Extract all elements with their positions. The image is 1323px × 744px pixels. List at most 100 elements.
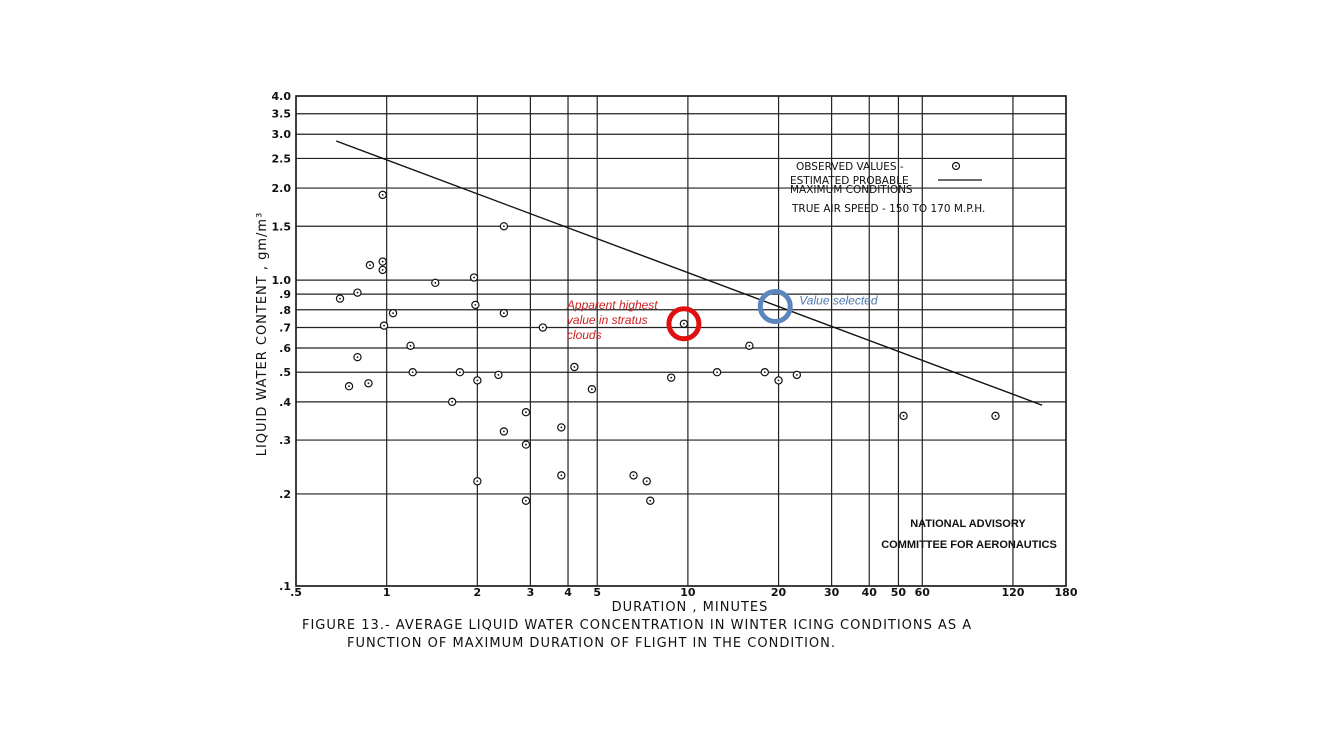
annotation-red-text: value in stratus xyxy=(567,313,648,327)
estimated-line-layer xyxy=(335,140,1043,406)
observed-point-dot xyxy=(451,400,454,403)
observed-point xyxy=(521,496,531,505)
observed-point xyxy=(379,321,389,330)
observed-point xyxy=(521,408,531,417)
y-tick-label: .8 xyxy=(279,304,291,317)
observed-point-dot xyxy=(383,324,385,327)
observed-point xyxy=(494,370,503,380)
observed-point-dot xyxy=(339,297,341,300)
x-tick-label: 1 xyxy=(383,586,391,599)
observed-point-dot xyxy=(392,312,394,315)
y-tick-label: .1 xyxy=(279,580,291,593)
observed-point-dot xyxy=(409,344,412,347)
observed-point-dot xyxy=(411,371,414,374)
observed-point-dot xyxy=(525,499,527,502)
observed-point xyxy=(629,471,638,480)
observed-point xyxy=(353,352,362,362)
observed-point xyxy=(469,273,479,282)
observed-point-dot xyxy=(476,480,479,483)
estimated-max-line xyxy=(335,140,1043,406)
observed-point-dot xyxy=(381,269,384,271)
observed-point-dot xyxy=(525,443,527,446)
observed-point xyxy=(378,190,387,200)
observed-point-dot xyxy=(632,474,635,477)
observed-point xyxy=(344,382,354,391)
observed-point xyxy=(521,440,531,449)
observed-point-dot xyxy=(560,474,563,477)
observed-point xyxy=(378,265,387,275)
observed-point-dot xyxy=(473,276,475,279)
observed-point-dot xyxy=(716,371,718,374)
legend-air-speed: TRUE AIR SPEED - 150 TO 170 M.P.H. xyxy=(791,203,985,215)
observed-point xyxy=(455,368,465,377)
observed-point xyxy=(538,323,548,332)
legend-estimated-label-1: ESTIMATED PROBABLE xyxy=(790,175,909,187)
observed-point xyxy=(473,376,482,385)
observed-point xyxy=(557,471,566,480)
legend-observed-label: OBSERVED VALUES - xyxy=(796,161,904,173)
observed-point xyxy=(557,423,566,432)
observed-point xyxy=(388,308,398,318)
observed-point xyxy=(774,376,783,385)
naca-credit-line2: COMMITTEE FOR AERONAUTICS xyxy=(881,539,1057,551)
observed-point-dot xyxy=(367,382,370,385)
observed-point xyxy=(899,411,908,421)
y-tick-label: 4.0 xyxy=(272,90,292,103)
x-tick-label: 2 xyxy=(474,586,482,599)
observed-point-dot xyxy=(458,371,461,374)
observed-point xyxy=(499,308,509,318)
observed-point-dot xyxy=(748,344,751,347)
y-tick-label: .6 xyxy=(279,342,291,355)
x-tick-label: 180 xyxy=(1055,586,1078,599)
y-axis-title: LIQUID WATER CONTENT , gm/m³ xyxy=(255,212,270,457)
observed-point xyxy=(408,368,417,377)
observed-point xyxy=(365,260,375,270)
x-tick-label: .5 xyxy=(290,586,302,599)
figure-caption-line1: FIGURE 13.- AVERAGE LIQUID WATER CONCENT… xyxy=(302,618,973,633)
observed-points-layer xyxy=(335,190,1000,505)
naca-credit-line1: NATIONAL ADVISORY xyxy=(910,518,1026,530)
x-tick-label: 40 xyxy=(862,586,878,599)
observed-point xyxy=(378,257,387,266)
observed-point xyxy=(646,496,655,505)
observed-point xyxy=(431,278,440,288)
observed-point-dot xyxy=(525,411,527,414)
legend-observed-marker xyxy=(951,161,961,171)
x-tick-label: 20 xyxy=(771,586,787,599)
x-tick-label: 5 xyxy=(593,586,601,599)
observed-point-dot xyxy=(369,264,371,266)
observed-point-dot xyxy=(560,426,563,429)
x-tick-label: 30 xyxy=(824,586,840,599)
y-tick-label: .2 xyxy=(279,488,291,501)
observed-point-dot xyxy=(777,379,780,382)
observed-point xyxy=(447,397,457,407)
observed-point xyxy=(335,294,345,303)
y-tick-label: .3 xyxy=(279,434,291,447)
observed-point xyxy=(642,477,651,486)
observed-point-dot xyxy=(502,312,505,315)
observed-point-dot xyxy=(474,303,477,306)
y-tick-label: 1.5 xyxy=(272,220,292,233)
observed-point-dot xyxy=(590,388,593,391)
legend-observed-marker-dot xyxy=(955,165,957,167)
observed-point xyxy=(364,379,373,388)
observed-point-dot xyxy=(502,430,505,433)
y-tick-label: .9 xyxy=(279,288,291,301)
naca-credit: NATIONAL ADVISORY COMMITTEE FOR AERONAUT… xyxy=(881,518,1057,551)
observed-point xyxy=(570,362,579,372)
x-tick-label: 50 xyxy=(891,586,907,599)
x-tick-label: 4 xyxy=(564,586,572,599)
observed-point xyxy=(471,300,480,310)
observed-point-dot xyxy=(902,414,905,417)
y-tick-label: .7 xyxy=(279,322,291,335)
highlight-circle-red xyxy=(666,306,702,342)
observed-point xyxy=(587,384,597,394)
observed-point xyxy=(792,370,802,380)
observed-point-dot xyxy=(381,260,384,263)
observed-point xyxy=(666,373,676,382)
legend: OBSERVED VALUES - ESTIMATED PROBABLE MAX… xyxy=(790,161,985,215)
observed-point xyxy=(499,427,509,436)
observed-point-dot xyxy=(348,385,350,388)
observed-point xyxy=(745,341,754,351)
